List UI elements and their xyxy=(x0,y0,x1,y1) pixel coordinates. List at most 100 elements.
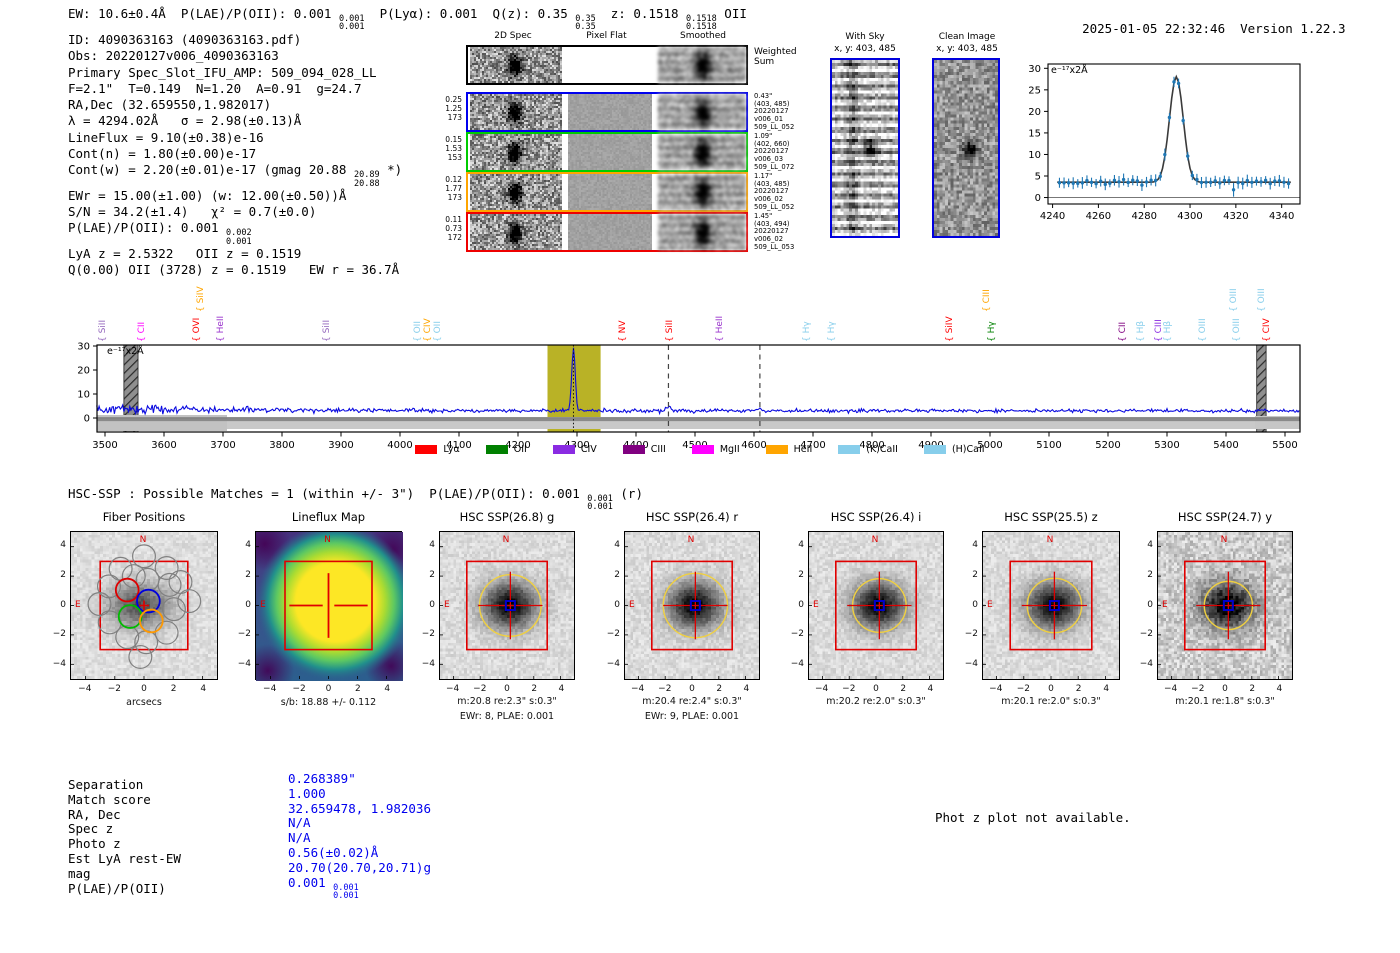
compass-north-label: N xyxy=(1220,535,1228,545)
info-line: Q(0.00) OII (3728) z = 0.1519 EW r = 36.… xyxy=(68,262,402,278)
stacked-uncertainty: 0.001 0.001 xyxy=(338,14,365,33)
y-tick-label: 0 xyxy=(614,599,620,610)
svg-text:0: 0 xyxy=(84,414,90,425)
report-version: Version 1.22.3 xyxy=(1240,21,1346,36)
info-line: LyA z = 2.5322 OII z = 0.1519 xyxy=(68,246,402,262)
svg-text:4340: 4340 xyxy=(1269,211,1294,222)
legend-swatch xyxy=(838,444,861,454)
svg-text:5400: 5400 xyxy=(1213,440,1238,451)
legend-label: (H)CaII xyxy=(951,443,985,455)
svg-text:4260: 4260 xyxy=(1086,211,1111,222)
x-tick-label: 0 xyxy=(1048,684,1054,694)
emission-line-label: { CII xyxy=(137,321,148,342)
info-text: RA,Dec (32.659550,1.982017) xyxy=(68,97,272,113)
legend-item: MgII xyxy=(691,444,740,455)
stacked-uncertainty: 0.001 0.001 xyxy=(587,494,613,513)
stacked-uncertainty: 0.1518 0.1518 xyxy=(686,14,717,33)
y-tick-label: 2 xyxy=(60,569,66,580)
compass-north-label: N xyxy=(502,535,510,545)
info-line: Primary Spec_Slot_IFU_AMP: 509_094_028_L… xyxy=(68,65,402,81)
y-tick-label: −4 xyxy=(52,659,66,670)
photz-note: Phot z plot not available. xyxy=(935,810,1131,825)
y-tick-label: 2 xyxy=(429,569,435,580)
x-tick-label: 2 xyxy=(1075,684,1082,694)
match-row-value: 20.70(20.70,20.71)g xyxy=(288,859,431,875)
emission-line-label: { Hγ xyxy=(802,321,813,342)
svg-text:30: 30 xyxy=(1028,64,1041,75)
compass-east-label: E xyxy=(987,599,993,610)
x-tick-label: 4 xyxy=(558,684,565,694)
emission-line-label: { NV xyxy=(618,320,629,342)
x-tick-label: −4 xyxy=(1163,684,1178,694)
info-line: Obs: 20220127v006_4090363163 xyxy=(68,48,402,64)
y-tick-label: −2 xyxy=(964,629,978,640)
svg-text:5500: 5500 xyxy=(1272,440,1297,451)
svg-text:4200: 4200 xyxy=(505,440,530,451)
spec2d-fiber-row xyxy=(466,212,748,252)
y-tick-label: 0 xyxy=(429,599,435,610)
info-line: Cont(n) = 1.80(±0.00)e-17 xyxy=(68,146,402,162)
x-tick-label: −4 xyxy=(814,684,829,694)
x-tick-label: 2 xyxy=(1249,684,1256,694)
emission-line-label: { OIII xyxy=(1197,318,1208,342)
compass-north-label: N xyxy=(139,535,147,545)
compass-east-label: E xyxy=(444,599,450,610)
stamp-image xyxy=(934,60,998,236)
svg-text:4100: 4100 xyxy=(446,440,471,451)
emission-line-label: { OIII xyxy=(1231,318,1242,342)
spec2d-image xyxy=(470,94,562,130)
pixel-flat-image xyxy=(568,174,652,210)
info-text: *) xyxy=(379,162,403,178)
svg-text:4280: 4280 xyxy=(1131,211,1156,222)
compass-north-label: N xyxy=(687,535,695,545)
flux-unit-label: e⁻¹⁷x2Å xyxy=(107,346,144,357)
y-tick-label: 0 xyxy=(798,599,804,610)
cutout-row: Fiber Positions N E −4 −4 −2 −2 0 0 2 2 4 4 arcsecs Li… xyxy=(0,505,1400,735)
legend-item: (K)CaII xyxy=(838,444,898,455)
spectrum-legend: Lyα OII CIV CIII MgII HeII (K)CaII (H)CaII xyxy=(300,442,1100,456)
cutout-caption: m:20.8 re:2.3" s:0.3" xyxy=(457,696,557,707)
info-text: LineFlux = 9.10(±0.38)e-16 xyxy=(68,129,264,145)
x-tick-label: 0 xyxy=(873,684,879,694)
match-row-label: Spec z xyxy=(68,821,114,837)
info-text: S/N = 34.2(±1.4) χ² = 0.7(±0.0) xyxy=(68,204,317,220)
report-datetime: 2025-01-05 22:32:46 xyxy=(1082,21,1226,36)
cutout-title: Lineflux Map xyxy=(291,510,366,524)
highlight-fiber-circle xyxy=(117,604,143,629)
info-text: F=2.1" T=0.149 N=1.20 A=0.91 g=24.7 xyxy=(68,80,362,96)
emission-line-label: { OII xyxy=(432,321,443,342)
hsc-matches-header: HSC-SSP : Possible Matches = 1 (within +… xyxy=(68,486,643,513)
fiber-circle xyxy=(168,569,193,594)
match-value-text: 0.001 xyxy=(288,874,334,890)
legend-label: CIII xyxy=(650,443,666,455)
x-tick-label: 2 xyxy=(355,684,361,694)
x-tick-label: 0 xyxy=(1222,684,1228,694)
compass-north-label: N xyxy=(324,535,331,545)
compass-east-label: E xyxy=(260,599,266,610)
legend-item: OII xyxy=(485,444,527,455)
fiber-circle xyxy=(121,564,146,589)
cutout-caption: m:20.1 re:2.0" s:0.3" xyxy=(1001,696,1101,707)
match-row-label: Separation xyxy=(68,777,144,792)
y-tick-label: −4 xyxy=(421,659,435,670)
x-tick-label: −2 xyxy=(1191,684,1205,694)
legend-item: CIV xyxy=(552,444,597,455)
y-tick-label: 2 xyxy=(1147,569,1153,580)
lineflux-map-image xyxy=(256,532,403,681)
cutout-caption: m:20.1 re:1.8" s:0.3" xyxy=(1175,696,1275,707)
svg-text:25: 25 xyxy=(1028,85,1041,96)
y-tick-label: 4 xyxy=(245,539,251,550)
cutout-title: HSC SSP(26.8) g xyxy=(459,510,555,524)
spec2d-image xyxy=(470,47,562,83)
svg-text:4800: 4800 xyxy=(859,440,884,451)
svg-text:30: 30 xyxy=(77,342,90,353)
highlight-fiber-circle xyxy=(114,577,140,603)
legend-label: HeII xyxy=(793,443,813,455)
svg-text:3900: 3900 xyxy=(328,440,353,451)
summary-header-text: z: 0.1518 xyxy=(595,6,687,21)
cutout-title: HSC SSP(26.4) i xyxy=(830,510,922,524)
info-line: S/N = 34.2(±1.4) χ² = 0.7(±0.0) xyxy=(68,204,402,220)
cutout-caption: m:20.2 re:2.0" s:0.3" xyxy=(826,696,926,707)
